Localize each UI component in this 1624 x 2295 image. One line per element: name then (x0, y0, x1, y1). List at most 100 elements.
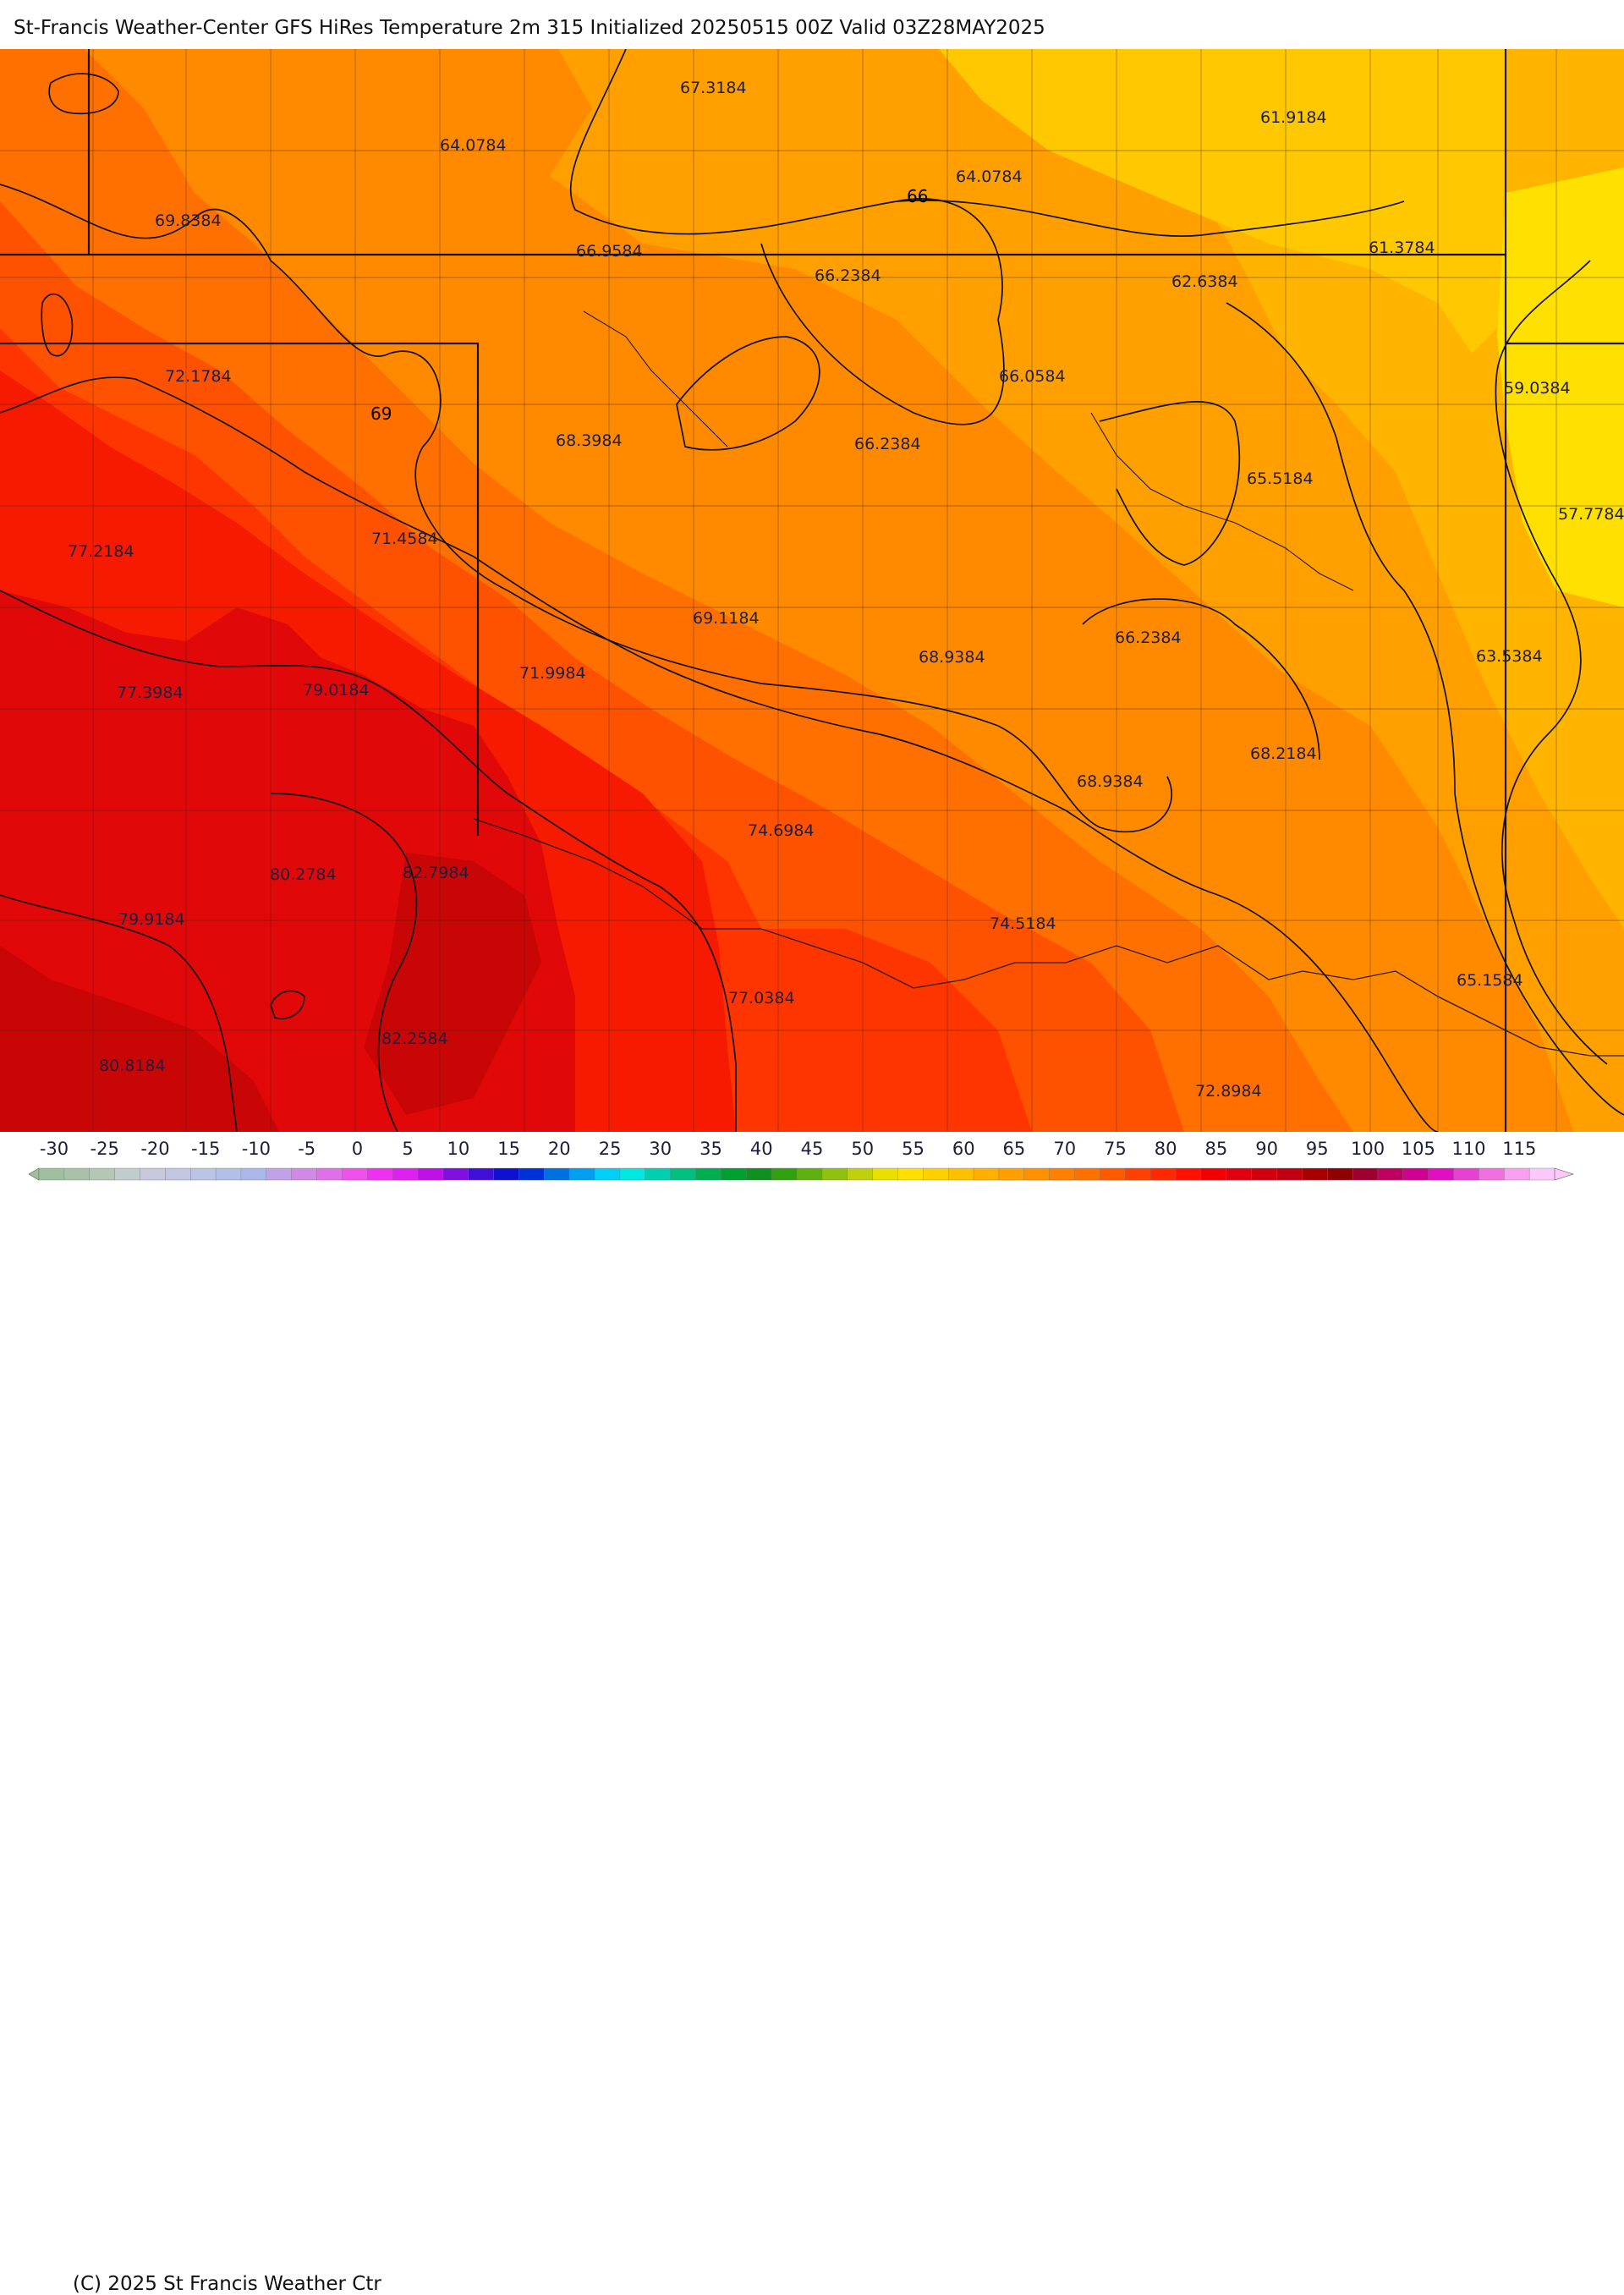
map-header: St-Francis Weather-Center GFS HiRes Temp… (0, 0, 1624, 49)
legend-arrow-low (28, 1167, 40, 1181)
value-label: 61.3784 (1369, 239, 1435, 257)
value-label: 68.9384 (919, 648, 985, 667)
legend-tick-label: 75 (1104, 1139, 1127, 1159)
legend-arrow-high (1554, 1167, 1574, 1181)
isotherm-contours (0, 49, 1624, 1132)
legend-tick-label: 55 (902, 1139, 924, 1159)
value-label: 68.9384 (1077, 772, 1144, 791)
legend-swatch (923, 1167, 949, 1181)
legend-swatch (771, 1167, 798, 1181)
legend-swatch (240, 1167, 267, 1181)
legend-swatch (1302, 1167, 1328, 1181)
legend-swatch (947, 1167, 974, 1181)
value-label: 82.7984 (403, 864, 469, 882)
isotherm-72 (0, 376, 1439, 1132)
legend-swatch (468, 1167, 495, 1181)
legend-ticks: -30 -25 -20 -15 -10 -5 0 5 10 15 20 25 30 35 40 45 50 55 6… (40, 1139, 1537, 1159)
legend-swatch (1276, 1167, 1303, 1181)
legend-tick-label: 60 (952, 1139, 975, 1159)
legend-tick-label: 35 (700, 1139, 722, 1159)
contour-label: 66 (907, 186, 928, 206)
legend-tick-label: 105 (1402, 1139, 1435, 1159)
value-label: 66.0584 (999, 367, 1066, 386)
legend-tick-label: -20 (140, 1139, 169, 1159)
value-label: 74.6984 (748, 821, 815, 840)
legend-swatch (316, 1167, 343, 1181)
value-label: 80.2784 (270, 865, 337, 884)
value-label: 72.1784 (165, 367, 232, 386)
band-b87 (364, 853, 541, 1115)
band-b87 (0, 946, 279, 1132)
value-label: 79.0184 (303, 681, 370, 700)
temperature-map: 66 69 67.3184 64.0784 61.9184 64.0784 69… (0, 49, 1624, 1132)
value-label: 79.9184 (118, 910, 185, 929)
value-label: 82.2584 (381, 1029, 448, 1048)
legend-swatch (266, 1167, 293, 1181)
value-label: 77.0384 (728, 989, 795, 1007)
value-label: 66.2384 (854, 435, 921, 453)
value-label: 64.0784 (956, 167, 1023, 186)
legend-swatch (897, 1167, 924, 1181)
legend-tick-label: -10 (242, 1139, 271, 1159)
legend-tick-label: 20 (548, 1139, 571, 1159)
value-label: 80.8184 (99, 1057, 166, 1075)
state-boundaries (0, 49, 1624, 1132)
value-label: 77.3984 (117, 684, 184, 702)
isotherm-81 (270, 990, 305, 1020)
legend-swatch (189, 1167, 217, 1181)
legend-tick-label: 100 (1351, 1139, 1385, 1159)
value-label: 77.2184 (68, 542, 134, 561)
legend-tick-label: 85 (1205, 1139, 1228, 1159)
legend-swatch (1023, 1167, 1051, 1181)
isotherm-81 (0, 793, 418, 1132)
legend-swatch (1100, 1167, 1126, 1181)
isotherm-66 (569, 49, 1005, 426)
legend-swatch (594, 1167, 621, 1181)
legend-swatch (114, 1167, 140, 1181)
legend-swatch (1453, 1167, 1479, 1181)
value-label: 62.6384 (1171, 272, 1238, 291)
legend-swatch (973, 1167, 1000, 1181)
legend-tick-label: 90 (1255, 1139, 1278, 1159)
legend-swatch (140, 1167, 166, 1181)
isotherm-66 (1226, 302, 1624, 1116)
legend-tick-label: 25 (599, 1139, 622, 1159)
legend-swatch (493, 1167, 519, 1181)
legend-swatch (518, 1167, 545, 1181)
legend-swatch (165, 1167, 191, 1181)
legend-swatch (1226, 1167, 1253, 1181)
legend-swatch (392, 1167, 419, 1181)
value-label: 68.2184 (1250, 744, 1317, 763)
isotherm-69 (41, 293, 74, 357)
isotherm-78 (0, 590, 737, 1132)
value-label: 57.7784 (1558, 505, 1624, 524)
legend-swatch (821, 1167, 848, 1181)
legend-tick-label: 5 (402, 1139, 413, 1159)
isotherm-69 (48, 73, 119, 115)
value-label: 65.5184 (1247, 469, 1314, 488)
legend-swatch (847, 1167, 874, 1181)
legend-swatch (796, 1167, 823, 1181)
value-label: 68.3984 (556, 431, 623, 450)
legend-swatch (63, 1167, 91, 1181)
legend-tick-label: -15 (191, 1139, 220, 1159)
value-label: 71.9984 (519, 664, 586, 683)
county-boundaries (0, 49, 1624, 1132)
legend-swatch (1200, 1167, 1227, 1181)
legend-swatch (998, 1167, 1025, 1181)
map-title: St-Francis Weather-Center GFS HiRes Temp… (14, 17, 1045, 39)
value-labels: 67.3184 64.0784 61.9184 64.0784 69.8384 … (68, 79, 1624, 1101)
legend-swatch (1377, 1167, 1404, 1181)
legend-tick-label: 70 (1053, 1139, 1076, 1159)
legend-tick-label: 115 (1502, 1139, 1536, 1159)
value-label: 61.9184 (1260, 108, 1327, 127)
legend-swatch (1352, 1167, 1379, 1181)
legend-swatch (417, 1167, 444, 1181)
value-label: 71.4584 (371, 530, 438, 548)
legend-tick-label: 10 (447, 1139, 470, 1159)
band-b60 (939, 49, 1506, 354)
legend-swatch (721, 1167, 747, 1181)
color-legend: -30 -25 -20 -15 -10 -5 0 5 10 15 20 25 30 35 40 45 50 55 6… (0, 1132, 1624, 2295)
legend-tick-label: -25 (91, 1139, 119, 1159)
legend-tick-label: 0 (352, 1139, 363, 1159)
